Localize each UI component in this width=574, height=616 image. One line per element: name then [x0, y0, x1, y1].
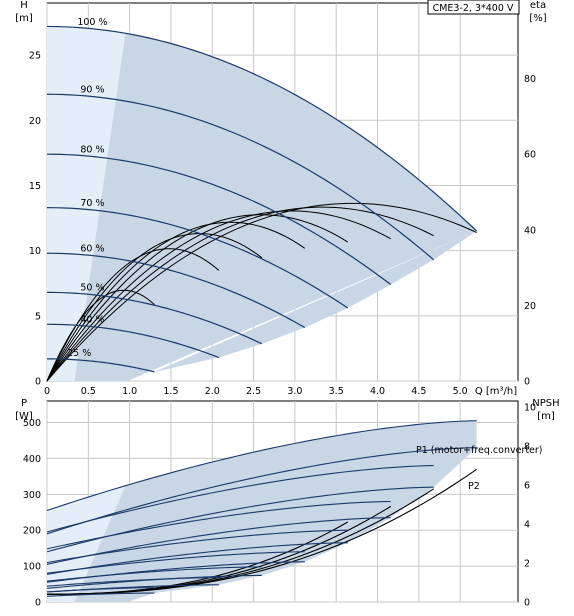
speed-label: 25 %	[67, 348, 91, 359]
y-tick-label: 20	[29, 116, 41, 127]
bottom-shaded-region	[74, 420, 477, 602]
power-tick-label: 100	[23, 562, 41, 573]
x-tick-label: 0.5	[81, 386, 96, 397]
x-tick-label: 1.5	[163, 386, 178, 397]
head-curve-50pct	[46, 291, 263, 345]
npsh-curves	[46, 468, 477, 595]
npsh-tick-label: 10	[524, 402, 536, 413]
head-curve-60pct	[46, 252, 306, 329]
speed-labels: 100 % 90 % 80 % 70 % 60 % 50 % 40 % 25 %	[67, 17, 107, 359]
speed-label: 70 %	[80, 198, 104, 209]
power-tick-label: 500	[23, 418, 41, 429]
x-tick-label: 4.0	[370, 386, 385, 397]
bottom-operating-range	[47, 420, 477, 602]
bottom-axis-ticks: 0 100 200 300 400 500 0 2 4 6 8 10	[23, 402, 536, 608]
y2-tick-label: 40	[524, 225, 536, 236]
x-axis-title: Q [m³/h]	[475, 386, 517, 397]
x-tick-label: 2.0	[205, 386, 220, 397]
npsh-tick-label: 8	[524, 441, 530, 452]
npsh-axis-title: NPSH	[532, 398, 559, 409]
head-curve-100pct	[46, 25, 478, 232]
power-curve-p1	[46, 577, 219, 587]
x-tick-label: 2.5	[246, 386, 261, 397]
efficiency-curve	[46, 221, 306, 382]
power-tick-label: 300	[23, 490, 41, 501]
power-curve-p2	[46, 542, 348, 575]
head-efficiency-panel: 100 % 90 % 80 % 70 % 60 % 50 % 40 % 25 % 0 0.5 1.…	[15, 0, 547, 397]
y2-axis-title: eta	[530, 0, 546, 11]
head-curve-40pct	[46, 323, 220, 359]
y-tick-label: 10	[29, 246, 41, 257]
title-box	[427, 0, 520, 15]
power-curve-p1	[46, 566, 262, 582]
speed-label: 50 %	[80, 283, 104, 294]
y-tick-label: 0	[35, 377, 41, 388]
speed-label: 80 %	[80, 144, 104, 155]
efficiency-curve	[46, 210, 391, 382]
p2-annotation: P2	[468, 481, 480, 492]
head-curve-90pct	[46, 93, 435, 261]
y2-axis-unit: [%]	[529, 13, 546, 24]
x-tick-label: 5.0	[453, 386, 468, 397]
speed-label: 100 %	[77, 17, 107, 28]
power-curve-p1	[46, 529, 348, 564]
x-tick-label: 3.5	[329, 386, 344, 397]
efficiency-curve	[46, 214, 349, 382]
speed-label: 90 %	[80, 85, 104, 96]
power-tick-label: 0	[35, 598, 41, 609]
efficiency-curve	[46, 289, 155, 382]
y2-tick-label: 20	[524, 301, 536, 312]
npsh-curve	[46, 521, 349, 595]
power-curve-p1	[46, 551, 305, 574]
power-tick-label: 400	[23, 454, 41, 465]
npsh-tick-label: 0	[524, 598, 530, 609]
x-tick-label: 1.0	[122, 386, 137, 397]
efficiency-curves	[46, 202, 477, 382]
y-axis-title: H	[20, 0, 28, 11]
x-tick-label: 4.5	[411, 386, 426, 397]
efficiency-curve	[46, 233, 263, 382]
y-tick-label: 25	[29, 51, 41, 62]
power-tick-label: 200	[23, 526, 41, 537]
p1-annotation: P1 (motor+freq.converter)	[416, 445, 543, 456]
power-curve-p2	[46, 517, 391, 565]
efficiency-curve	[46, 202, 477, 382]
npsh-tick-label: 6	[524, 480, 530, 491]
top-shaded-region	[74, 33, 477, 381]
bottom-light-region	[47, 485, 126, 602]
power-curve-p1	[46, 420, 477, 511]
speed-label: 60 %	[80, 244, 104, 255]
y2-tick-label: 60	[524, 150, 536, 161]
npsh-tick-label: 4	[524, 519, 530, 530]
y-axis-unit: [m]	[15, 13, 33, 24]
y-tick-label: 15	[29, 181, 41, 192]
power-curve-p1	[46, 465, 434, 533]
head-curve-80pct	[46, 153, 392, 286]
power-axis-title: P	[21, 398, 27, 409]
head-curve-70pct	[46, 207, 349, 309]
power-npsh-panel: 0 100 200 300 400 500 0 2 4 6 8 10 P [W] NPSH [m] P…	[15, 398, 560, 609]
power-curves	[46, 420, 477, 597]
power-curve-p1	[46, 587, 155, 593]
y-tick-label: 5	[35, 311, 41, 322]
power-curve-p2	[46, 592, 155, 597]
power-axis-unit: [W]	[15, 411, 33, 422]
npsh-tick-label: 2	[524, 558, 530, 569]
head-curve-25pct	[46, 358, 155, 373]
speed-label: 40 %	[80, 315, 104, 326]
power-curve-p2	[46, 447, 477, 535]
head-curves	[46, 25, 478, 373]
power-curve-p1	[46, 500, 391, 550]
y2-tick-label: 80	[524, 74, 536, 85]
chart-title: CME3-2, 3*400 V	[433, 3, 514, 14]
y2-tick-label: 0	[524, 377, 530, 388]
x-tick-label: 3.0	[287, 386, 302, 397]
npsh-axis-unit: [m]	[537, 411, 555, 422]
x-tick-label: 0	[44, 386, 50, 397]
top-axis-ticks: 0 0.5 1.0 1.5 2.0 2.5 3.0 3.5 4.0 4.5 5.0 0 5 10 15 20 2…	[29, 51, 536, 397]
